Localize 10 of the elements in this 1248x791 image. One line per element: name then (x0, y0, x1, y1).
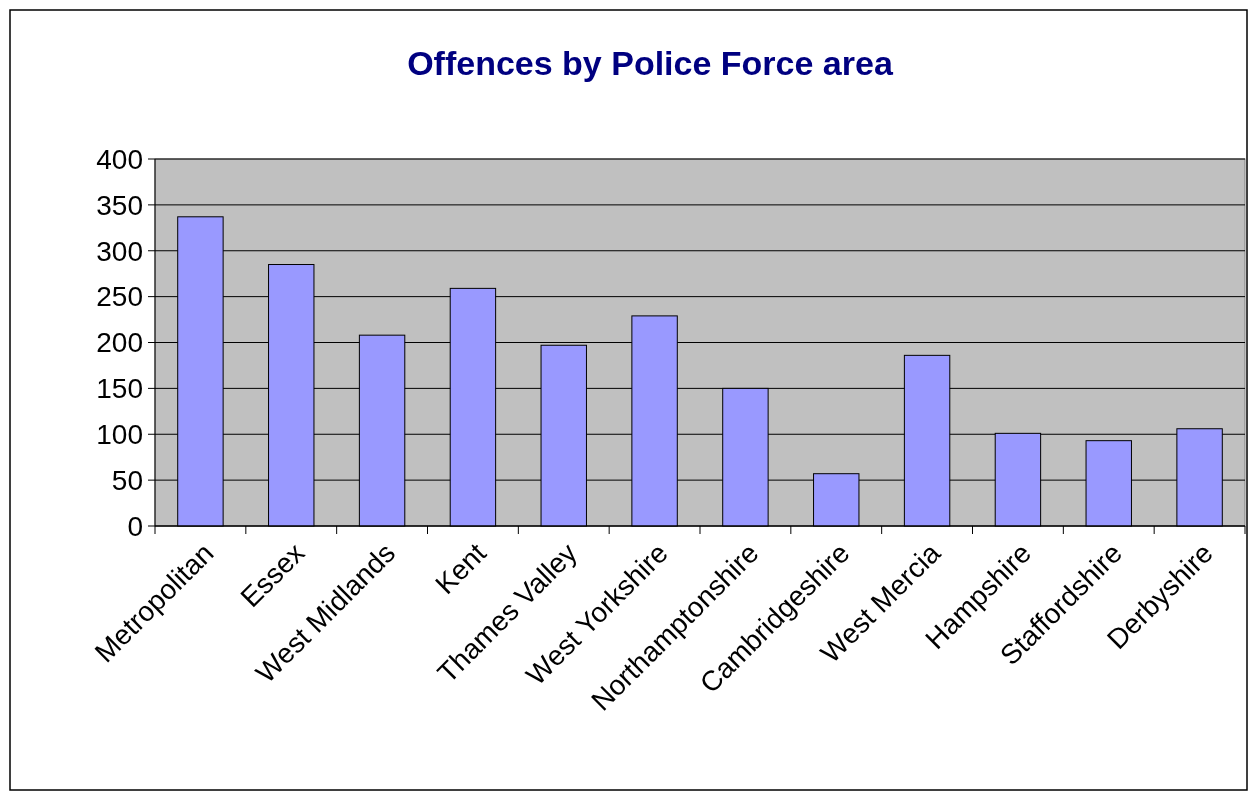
y-tick-label: 400 (96, 143, 143, 175)
y-tick-label: 350 (96, 189, 143, 221)
y-tick-label: 0 (127, 510, 143, 542)
y-tick-label: 100 (96, 419, 143, 451)
y-tick-label: 300 (96, 235, 143, 267)
y-tick-label: 250 (96, 281, 143, 313)
y-tick-label: 150 (96, 373, 143, 405)
y-tick-label: 200 (96, 327, 143, 359)
y-tick-label: 50 (111, 464, 143, 496)
chart-title: Offences by Police Force area (407, 44, 894, 82)
